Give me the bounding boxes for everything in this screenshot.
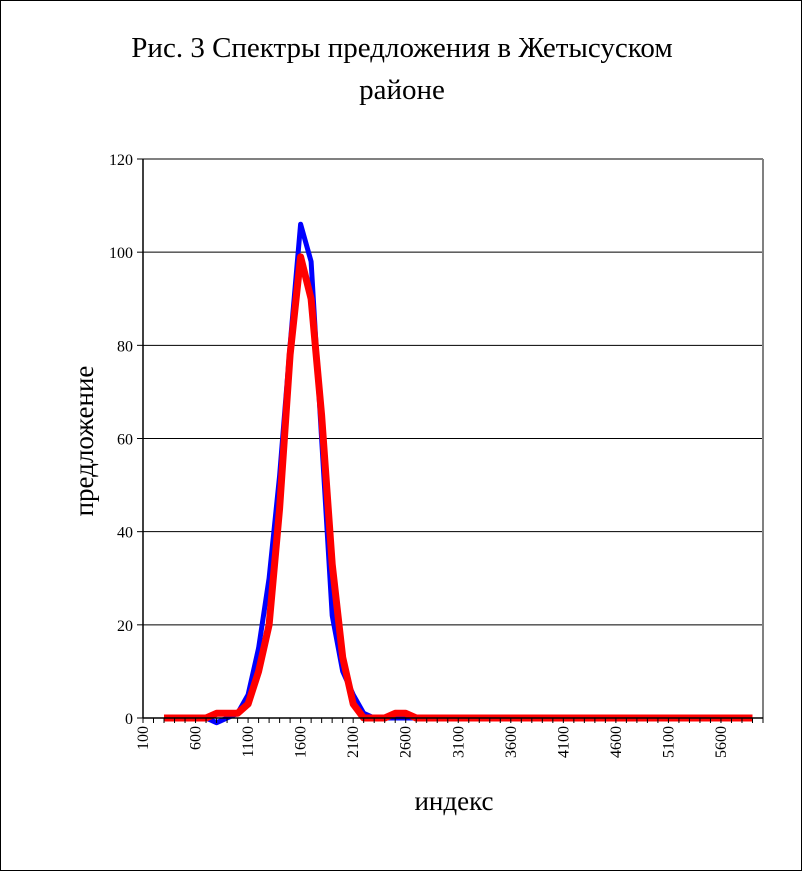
y-tick-label: 100 [109, 245, 133, 262]
x-tick-label: 2600 [398, 726, 415, 758]
x-tick-label: 3100 [450, 726, 467, 758]
series-line-2 [164, 253, 753, 722]
series-lines [164, 221, 753, 726]
x-tick-labels: 100 600 1100 1600 2100 2600 3100 3600 4100 4600 51… [135, 726, 730, 758]
x-tick-label: 100 [135, 726, 152, 750]
x-tick-label: 1600 [293, 726, 310, 758]
y-tick-labels: 0 20 40 60 80 100 120 [109, 152, 133, 728]
y-tick-label: 0 [125, 711, 133, 728]
x-tick-label: 2100 [345, 726, 362, 758]
x-tick-label: 600 [188, 726, 205, 750]
chart-title: Рис. 3 Спектры предложения в Жетысуском … [1, 27, 802, 111]
gridlines [143, 158, 763, 626]
y-tick-label: 60 [117, 432, 133, 449]
series-line-1 [164, 221, 753, 726]
chart-title-line-2: районе [359, 74, 445, 106]
x-tick-label: 5600 [713, 726, 730, 758]
x-axis-title: индекс [414, 786, 493, 816]
x-tick-label: 4600 [608, 726, 625, 758]
y-tick-label: 20 [117, 618, 133, 635]
y-axis-title: предложение [69, 366, 99, 517]
y-tick-label: 120 [109, 152, 133, 169]
y-tick-label: 80 [117, 338, 133, 355]
x-tick-label: 5100 [660, 726, 677, 758]
y-tick-label: 40 [117, 525, 133, 542]
x-tick-label: 4100 [555, 726, 572, 758]
x-tick-label: 3600 [503, 726, 520, 758]
chart-title-line-1: Рис. 3 Спектры предложения в Жетысуском [131, 32, 673, 64]
axes [137, 158, 764, 723]
x-tick-label: 1100 [240, 726, 257, 757]
